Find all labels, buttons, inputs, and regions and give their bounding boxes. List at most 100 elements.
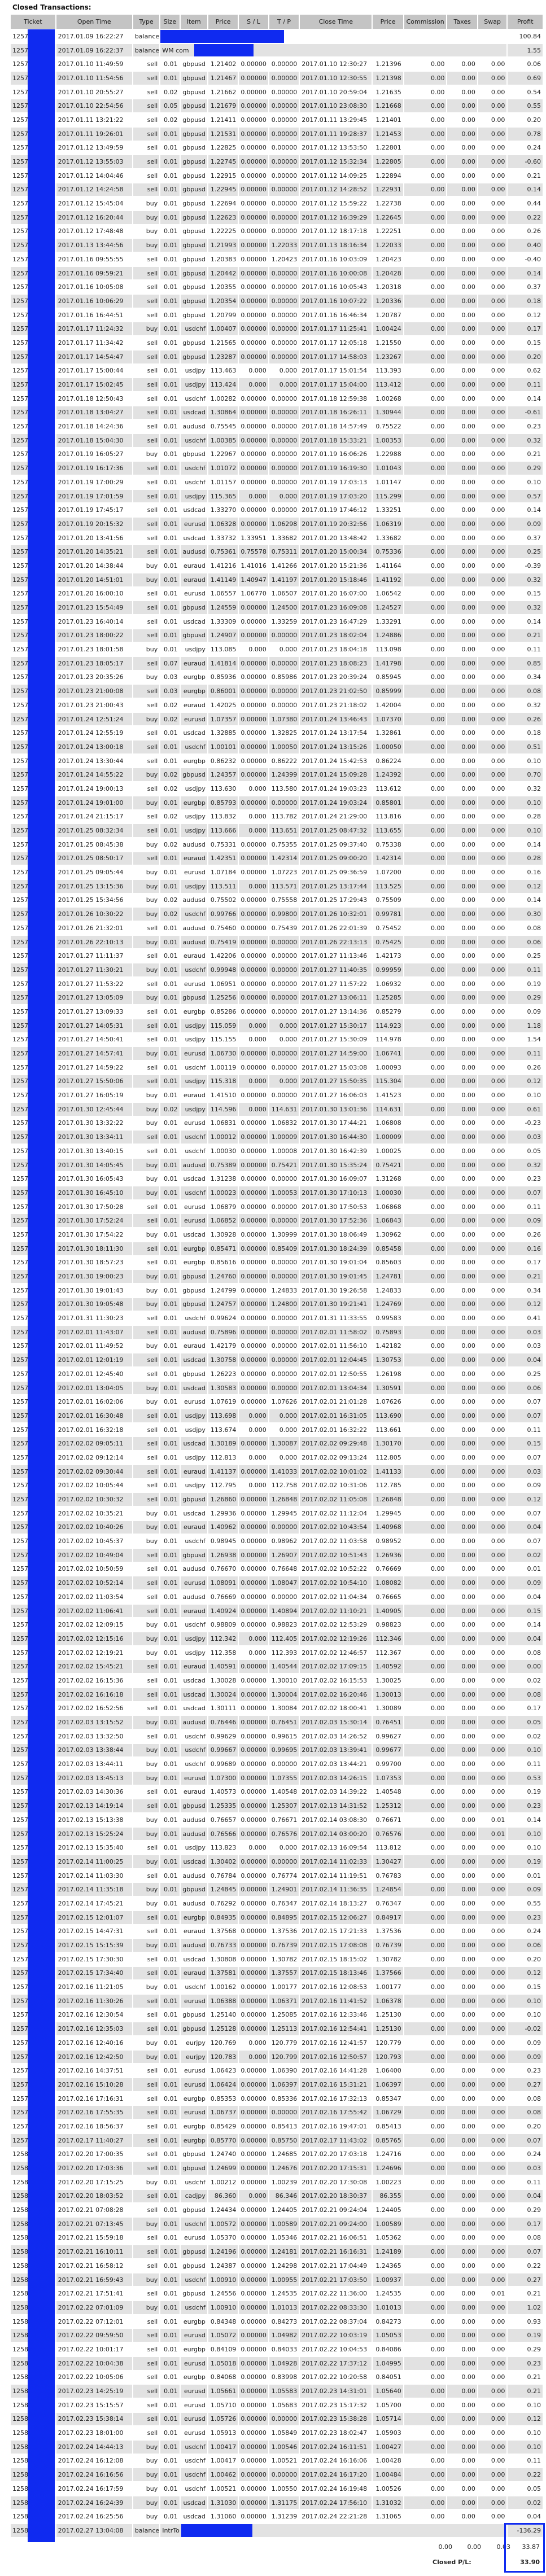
cell-type: sell bbox=[133, 336, 160, 349]
cell-open-price: 0.85286 bbox=[208, 1005, 238, 1018]
cell-size: 0.01 bbox=[160, 2008, 180, 2022]
cell-take-profit: 0.76774 bbox=[269, 1869, 299, 1882]
table-row: 1257 2017.02.02 16:52:56 sell 0.01 usdcad 1.3… bbox=[11, 1702, 543, 1715]
cell-open-price: 0.84109 bbox=[208, 2343, 238, 2356]
cell-profit: 0.07 bbox=[508, 1451, 543, 1464]
cell-type: sell bbox=[133, 1214, 160, 1228]
cell-type: sell bbox=[133, 183, 160, 196]
cell-item: gbpusd bbox=[180, 1283, 207, 1297]
cell-commission: 0.00 bbox=[404, 378, 447, 391]
cell-open-time: 2017.02.23 14:25:19 bbox=[56, 2385, 132, 2398]
cell-taxes: 0.00 bbox=[447, 336, 477, 349]
cell-type: buy bbox=[133, 838, 160, 851]
cell-open-price: 1.41137 bbox=[208, 1465, 238, 1478]
cell-profit: 0.09 bbox=[508, 1214, 543, 1228]
cell-type: sell bbox=[133, 308, 160, 322]
cell-size: 0.01 bbox=[160, 336, 180, 349]
cell-size: 0.01 bbox=[160, 1813, 180, 1826]
cell-open-price: 1.00462 bbox=[208, 2468, 238, 2481]
cell-open-price: 1.24740 bbox=[208, 2148, 238, 2161]
cell-commission: 0.00 bbox=[404, 518, 447, 531]
cell-take-profit: 0.00000 bbox=[269, 1047, 299, 1060]
cell-open-price: 1.24559 bbox=[208, 601, 238, 614]
cell-profit: 0.22 bbox=[508, 2259, 543, 2272]
cell-type: sell bbox=[133, 169, 160, 182]
cell-close-time: 2017.02.14 11:36:35 bbox=[300, 1883, 372, 1896]
cell-profit: 0.05 bbox=[508, 1145, 543, 1158]
cell-taxes: 0.00 bbox=[447, 2301, 477, 2314]
table-row: 1257 2017.01.30 18:57:23 sell 0.01 eurgbp 0.8… bbox=[11, 1256, 543, 1269]
cell-profit: 0.02 bbox=[508, 2496, 543, 2509]
cell-commission: 0.00 bbox=[404, 1743, 447, 1757]
cell-stop-loss: 0.00000 bbox=[239, 1228, 268, 1241]
cell-open-price: 1.06879 bbox=[208, 1200, 238, 1213]
col-open-time: Open Time bbox=[56, 15, 132, 29]
cell-swap: 0.00 bbox=[478, 2162, 507, 2175]
cell-size: 0.01 bbox=[160, 2203, 180, 2216]
cell-open-time: 2017.02.15 17:34:40 bbox=[56, 1966, 132, 1980]
cell-close-price: 0.84273 bbox=[373, 2315, 403, 2328]
cell-take-profit: 112.758 bbox=[269, 1479, 299, 1492]
cell-stop-loss: 0.00000 bbox=[239, 2092, 268, 2105]
cell-take-profit: 1.25307 bbox=[269, 1799, 299, 1812]
cell-stop-loss: 0.00000 bbox=[239, 1270, 268, 1283]
cell-open-time: 2017.01.30 17:50:28 bbox=[56, 1200, 132, 1213]
cell-profit: 0.18 bbox=[508, 295, 543, 308]
cell-close-price: 1.24189 bbox=[373, 2245, 403, 2258]
table-row: 1257 2017.02.03 13:32:50 sell 0.01 usdchf 0.9… bbox=[11, 1729, 543, 1743]
cell-open-price: 0.76566 bbox=[208, 1827, 238, 1841]
cell-taxes: 0.00 bbox=[447, 1632, 477, 1645]
cell-close-price: 112.785 bbox=[373, 1479, 403, 1492]
cell-stop-loss: 0.00000 bbox=[239, 1674, 268, 1687]
cell-close-time: 2017.01.10 23:08:30 bbox=[300, 99, 372, 113]
cell-take-profit: 1.24685 bbox=[269, 2148, 299, 2161]
cell-stop-loss: 0.00000 bbox=[239, 893, 268, 907]
cell-size: 0.01 bbox=[160, 2426, 180, 2439]
cell-profit: 0.10 bbox=[508, 476, 543, 489]
cell-close-price: 1.21396 bbox=[373, 58, 403, 71]
cell-stop-loss: 0.00000 bbox=[239, 2078, 268, 2091]
cell-close-time: 2017.02.02 12:19:26 bbox=[300, 1632, 372, 1645]
cell-close-time: 2017.02.03 13:39:41 bbox=[300, 1743, 372, 1757]
cell-open-time: 2017.01.30 19:00:23 bbox=[56, 1270, 132, 1283]
cell-profit: 0.10 bbox=[508, 1841, 543, 1855]
cell-type: buy bbox=[133, 1716, 160, 1729]
cell-close-time: 2017.01.23 21:02:50 bbox=[300, 685, 372, 698]
cell-close-time: 2017.02.23 14:31:01 bbox=[300, 2385, 372, 2398]
cell-take-profit: 1.00050 bbox=[269, 741, 299, 753]
cell-close-time: 2017.01.10 20:59:04 bbox=[300, 85, 372, 99]
cell-profit: 0.07 bbox=[508, 1506, 543, 1520]
cell-stop-loss: 0.00000 bbox=[239, 1855, 268, 1868]
cell-size: 0.01 bbox=[160, 2412, 180, 2426]
cell-taxes: 0.00 bbox=[447, 2106, 477, 2119]
table-row: 1257 2017.01.27 14:57:41 buy 0.01 eurusd 1.06… bbox=[11, 1047, 543, 1060]
cell-size: 0.01 bbox=[160, 1702, 180, 1715]
cell-taxes: 0.00 bbox=[447, 531, 477, 545]
cell-swap: 0.00 bbox=[478, 1172, 507, 1186]
cell-taxes: 0.00 bbox=[447, 2189, 477, 2203]
cell-stop-loss: 0.00000 bbox=[239, 2231, 268, 2245]
cell-profit: 0.14 bbox=[508, 503, 543, 517]
cell-size: 0.01 bbox=[160, 72, 180, 85]
cell-stop-loss: 0.00000 bbox=[239, 726, 268, 740]
cell-open-time: 2017.01.27 14:05:31 bbox=[56, 1019, 132, 1032]
cell-type: sell bbox=[133, 949, 160, 963]
cell-item: usdchf bbox=[180, 322, 207, 336]
cell-item: usdchf bbox=[180, 963, 207, 976]
cell-item: usdcad bbox=[180, 1172, 207, 1186]
table-row: 1257 2017.02.02 10:30:32 sell 0.01 gbpusd 1.2… bbox=[11, 1493, 543, 1506]
cell-close-time: 2017.01.19 17:46:12 bbox=[300, 503, 372, 517]
cell-type: sell bbox=[133, 2356, 160, 2370]
cell-close-time: 2017.02.02 11:05:08 bbox=[300, 1493, 372, 1506]
cell-profit: 0.14 bbox=[508, 1618, 543, 1632]
cell-profit: 0.29 bbox=[508, 462, 543, 475]
cell-taxes: 0.00 bbox=[447, 852, 477, 865]
cell-taxes: 0.00 bbox=[447, 1089, 477, 1102]
cell-type: buy bbox=[133, 1158, 160, 1172]
cell-close-price: 1.22033 bbox=[373, 239, 403, 252]
cell-commission: 0.00 bbox=[404, 113, 447, 126]
cell-size: 0.01 bbox=[160, 1771, 180, 1785]
cell-close-price: 0.75338 bbox=[373, 838, 403, 851]
cell-taxes: 0.00 bbox=[447, 1785, 477, 1799]
cell-stop-loss: 0.00000 bbox=[239, 1952, 268, 1966]
